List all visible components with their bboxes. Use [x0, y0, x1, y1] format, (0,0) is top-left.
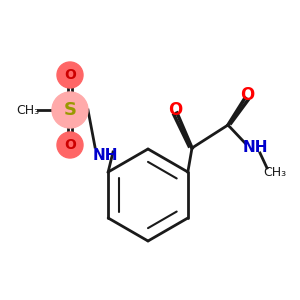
Circle shape: [57, 62, 83, 88]
Text: O: O: [64, 138, 76, 152]
Circle shape: [57, 132, 83, 158]
Text: O: O: [168, 101, 182, 119]
Text: CH₃: CH₃: [16, 103, 40, 116]
Text: O: O: [240, 86, 254, 104]
Text: CH₃: CH₃: [263, 166, 286, 178]
Circle shape: [52, 92, 88, 128]
Text: NH: NH: [242, 140, 268, 155]
Text: S: S: [64, 101, 76, 119]
Text: NH: NH: [92, 148, 118, 163]
Text: O: O: [64, 68, 76, 82]
